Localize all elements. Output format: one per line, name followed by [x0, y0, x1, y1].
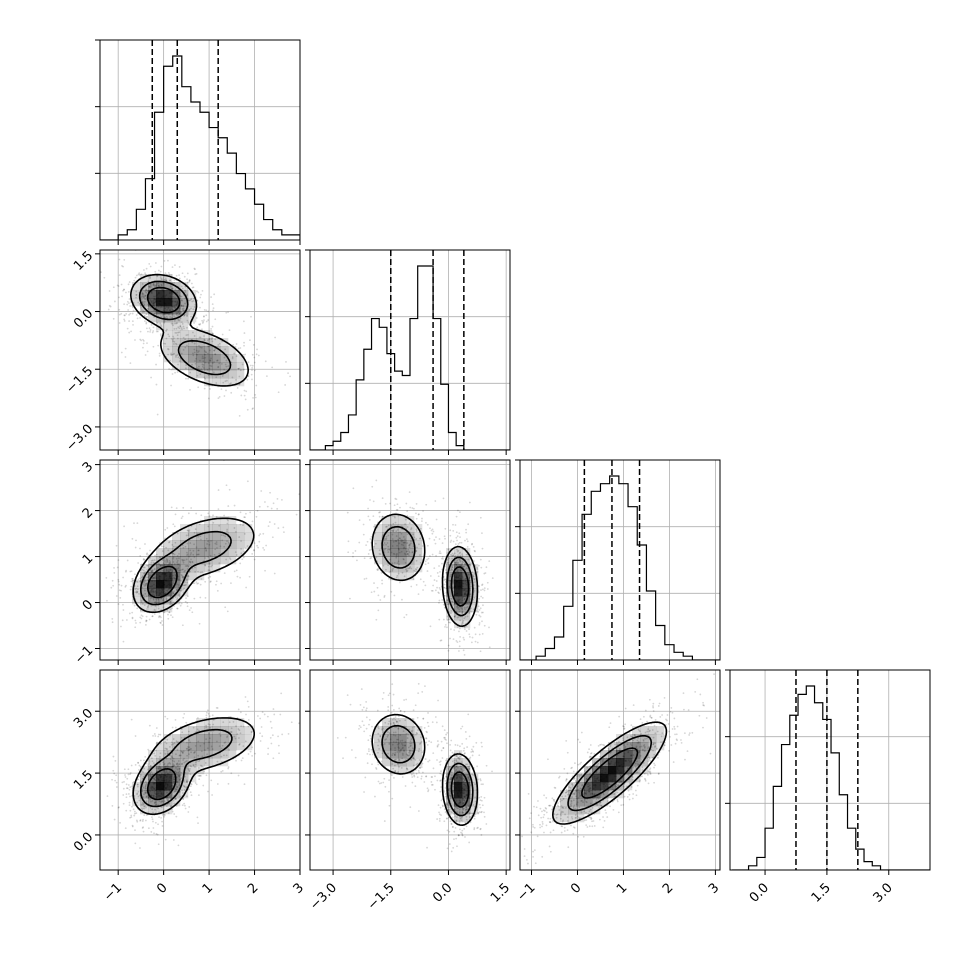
contour-line-2 [140, 530, 232, 606]
panel-data [105, 460, 300, 643]
contour-line-1 [130, 273, 249, 387]
contour-line-3 [147, 565, 178, 599]
x-tick-label: 0 [154, 880, 170, 896]
panel-frame [99, 249, 301, 451]
x-tick-label: −1 [514, 880, 538, 904]
x-tick-label: 0.0 [430, 880, 455, 905]
panel-background [100, 250, 300, 450]
y-tick-label: 1.5 [71, 768, 96, 793]
panel-background [310, 460, 510, 660]
y-tick-label: 0 [80, 597, 96, 613]
panel-frame [99, 669, 301, 871]
y-tick-label: −1 [72, 643, 96, 667]
x-tick-label: −3.0 [307, 880, 340, 913]
contour-line-3 [581, 747, 639, 799]
panel-background [310, 670, 510, 870]
panel-background [100, 40, 300, 240]
panel-data [336, 682, 493, 853]
contour-line-2 [140, 728, 233, 808]
contour-line-2 [381, 724, 474, 817]
panel-frame [309, 459, 511, 661]
x-tick-label: 1 [614, 880, 630, 896]
y-tick-label: −3.0 [63, 422, 96, 455]
panel-frame [99, 39, 301, 241]
y-tick-label: 3 [80, 459, 96, 475]
x-tick-label: 0.0 [747, 880, 772, 905]
x-tick-label: 3 [291, 880, 307, 896]
y-tick-label: 0.0 [71, 830, 96, 855]
contour-line-3 [146, 768, 177, 801]
contour-line-1 [132, 717, 255, 816]
contour-line-1 [132, 517, 255, 614]
x-tick-label: 3 [706, 880, 722, 896]
x-tick-label: 2 [660, 880, 676, 896]
contour-line-2 [381, 525, 474, 617]
contour-line-3 [450, 771, 470, 808]
density-cells [132, 516, 253, 613]
panel-frame [729, 669, 931, 871]
contour-line-1 [552, 721, 668, 825]
contour-line-3 [450, 566, 470, 607]
y-tick-label: 0.0 [71, 306, 96, 331]
y-tick-label: −1.5 [63, 364, 96, 397]
panel-0-0 [95, 39, 301, 245]
histogram-line [520, 475, 720, 660]
panel-2-2 [515, 459, 721, 665]
y-tick-label: 2 [80, 505, 96, 521]
contour-line-1 [371, 513, 479, 627]
x-tick-label: 1.5 [809, 880, 834, 905]
panel-3-2: −1 0 1 2 3 [514, 669, 722, 905]
panel-frame [519, 669, 721, 871]
y-tick-label: 1.5 [71, 249, 96, 274]
histogram-line [732, 685, 930, 870]
panel-background [520, 460, 720, 660]
panel-data [100, 250, 291, 417]
contour-line-1 [371, 713, 479, 826]
x-tick-label: 0 [568, 880, 584, 896]
y-tick-label: 1 [80, 551, 96, 567]
panel-3-3: 0.0 1.5 3.0 [725, 669, 931, 906]
panel-background [730, 670, 930, 870]
panel-data [346, 479, 494, 656]
contour-line-2 [138, 280, 232, 376]
x-tick-label: 1 [200, 880, 216, 896]
panel-background [100, 460, 300, 660]
contour-line-3 [146, 286, 181, 314]
panel-2-1 [305, 459, 511, 665]
panel-frame [309, 249, 511, 451]
panel-3-1: −3.0 −1.5 0.0 1.5 [305, 669, 513, 913]
contour-line-2 [567, 735, 653, 812]
x-tick-label: 3.0 [871, 880, 896, 905]
x-tick-label: −1 [101, 880, 125, 904]
panel-3-0: −1 0 1 2 3 0.0 1.5 3.0 [71, 669, 307, 905]
panel-1-1 [305, 249, 511, 455]
histogram-line [100, 55, 300, 240]
panel-data [521, 673, 715, 865]
panel-frame [99, 459, 301, 661]
density-cells [374, 516, 479, 629]
panel-2-0: −1 0 1 2 3 [72, 459, 301, 667]
histogram-line [310, 265, 510, 450]
panel-data [106, 692, 300, 849]
x-tick-label: −1.5 [365, 880, 398, 913]
panel-1-0: −3.0 −1.5 0.0 1.5 [63, 249, 301, 455]
y-tick-label: 3.0 [71, 706, 96, 731]
panel-frame [519, 459, 721, 661]
x-tick-label: 2 [245, 880, 261, 896]
x-tick-label: 1.5 [488, 880, 513, 905]
panel-frame [309, 669, 511, 871]
